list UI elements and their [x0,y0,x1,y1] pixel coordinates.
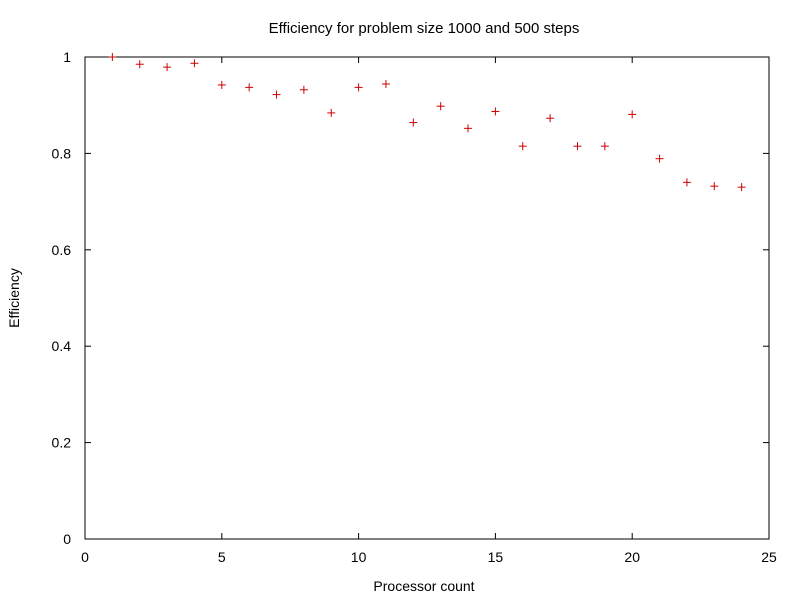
y-axis: 0 0.2 0.4 0.6 0.8 1 [52,49,769,547]
data-point [245,83,254,92]
data-point [272,90,281,99]
data-point [163,63,172,72]
data-point [217,80,226,89]
x-tick-label: 15 [488,549,504,565]
y-tick-label: 0.4 [52,338,72,354]
y-tick-label: 0.8 [52,145,72,161]
data-point [491,107,500,116]
data-point [546,114,555,123]
x-axis: 0 5 10 15 20 25 [81,57,777,565]
x-tick-label: 5 [218,549,226,565]
y-tick-label: 1 [63,49,71,65]
data-point [682,178,691,187]
chart-title: Efficiency for problem size 1000 and 500… [269,20,580,37]
data-point [409,118,418,127]
data-point [327,108,336,117]
data-points [108,53,746,192]
x-tick-label: 20 [624,549,640,565]
data-point [628,110,637,119]
y-tick-label: 0.2 [52,435,72,451]
data-point [655,154,664,163]
data-point [381,79,390,88]
data-point [135,60,144,69]
y-tick-label: 0 [63,531,71,547]
data-point [108,53,117,61]
data-point [573,142,582,151]
plot-frame [84,56,770,540]
x-tick-label: 25 [761,549,777,565]
x-axis-label: Processor count [373,578,474,594]
data-point [737,183,746,192]
x-tick-label: 0 [81,549,89,565]
data-point [464,124,473,133]
data-point [299,85,308,94]
data-point [600,142,609,151]
data-point [436,102,445,111]
y-tick-label: 0.6 [52,242,72,258]
y-axis-label: Efficiency [6,268,22,328]
data-point [710,182,719,191]
data-point [354,83,363,92]
x-tick-label: 10 [351,549,367,565]
data-point [518,142,527,151]
data-point [190,59,199,68]
